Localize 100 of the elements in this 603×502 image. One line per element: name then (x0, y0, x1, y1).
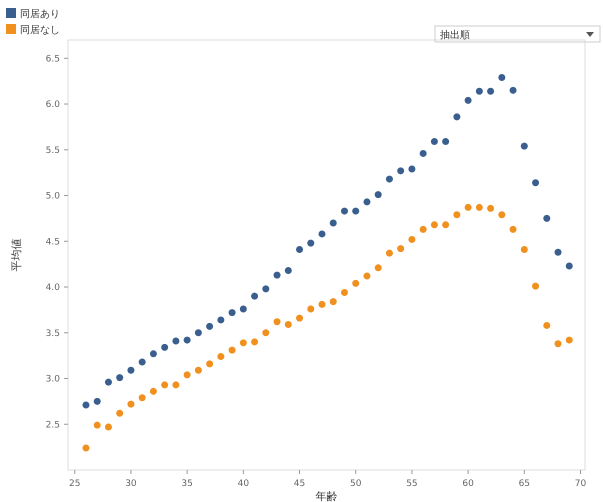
point (498, 211, 506, 218)
point (420, 150, 427, 157)
point (172, 338, 180, 344)
point (318, 300, 326, 308)
point (228, 309, 236, 316)
point (82, 444, 90, 452)
point (330, 219, 337, 226)
point (262, 329, 270, 336)
point (274, 318, 281, 326)
point (532, 179, 540, 186)
y-tick-label: 4.0 (46, 283, 60, 294)
point (430, 138, 438, 146)
x-tick-label: 55 (406, 479, 418, 489)
y-tick-label: 5.0 (46, 192, 60, 202)
x-tick-label: 45 (294, 479, 306, 489)
point (442, 221, 450, 228)
point (510, 86, 517, 94)
point (127, 366, 134, 374)
point (520, 246, 528, 254)
point (116, 374, 124, 382)
point (82, 402, 90, 409)
x-tick-label: 70 (574, 479, 587, 489)
point (194, 329, 202, 336)
point (374, 191, 382, 198)
x-tick-label: 30 (125, 479, 137, 489)
point (240, 339, 247, 346)
point (453, 113, 460, 120)
point (476, 204, 483, 211)
point (487, 88, 494, 95)
point (363, 198, 370, 206)
point (150, 388, 157, 395)
point (397, 245, 404, 252)
point (307, 305, 314, 312)
y-tick-label: 6.5 (46, 54, 60, 64)
point (138, 358, 146, 366)
point (217, 316, 224, 324)
point (543, 322, 550, 329)
point (554, 340, 562, 348)
point (408, 236, 416, 243)
x-tick-label: 50 (350, 479, 362, 489)
y-tick-label: 3.5 (46, 328, 60, 339)
point (442, 138, 450, 146)
point (363, 272, 370, 280)
legend-label: 同居あり (20, 9, 60, 20)
point (352, 208, 360, 215)
point (487, 204, 494, 212)
point (104, 378, 112, 386)
point (510, 226, 517, 233)
point (161, 344, 168, 351)
point (194, 366, 202, 374)
point (520, 142, 528, 150)
point (464, 96, 472, 104)
point (543, 214, 550, 222)
point (251, 292, 258, 300)
annotation: 抽出順 (440, 29, 470, 41)
point (150, 350, 157, 358)
point (217, 353, 224, 360)
y-tick-label: 6.0 (46, 100, 60, 110)
y-tick-label: 4.5 (46, 237, 60, 248)
point (184, 336, 191, 344)
x-tick-label: 60 (462, 479, 474, 489)
point (206, 360, 214, 368)
point (554, 248, 562, 256)
point (386, 176, 393, 183)
point (397, 167, 404, 174)
point (172, 381, 180, 388)
point (420, 226, 427, 233)
point (284, 321, 292, 328)
x-tick-label: 35 (181, 479, 193, 489)
point (386, 250, 393, 257)
point (274, 272, 281, 279)
point (566, 262, 573, 270)
point (408, 166, 416, 172)
point (251, 338, 258, 346)
point (318, 230, 326, 238)
point (240, 305, 247, 312)
point (532, 282, 540, 290)
point (352, 280, 360, 287)
point (307, 240, 314, 247)
point (184, 371, 191, 378)
point (94, 398, 101, 405)
point (430, 221, 438, 228)
point (498, 74, 506, 82)
point (262, 285, 270, 292)
point (464, 204, 472, 211)
y-tick-label: 3.0 (46, 374, 60, 385)
point (453, 211, 460, 218)
x-axis-title: 年齢 (316, 490, 338, 502)
y-axis-title: 平均値 (10, 238, 23, 272)
y-tick-label: 2.5 (46, 420, 60, 430)
point (206, 322, 214, 330)
point (566, 336, 573, 344)
point (228, 346, 236, 354)
point (127, 400, 134, 408)
point (138, 394, 146, 402)
point (476, 88, 483, 95)
point (284, 267, 292, 274)
point (340, 289, 348, 296)
point (94, 422, 101, 429)
x-tick-label: 40 (238, 479, 250, 489)
